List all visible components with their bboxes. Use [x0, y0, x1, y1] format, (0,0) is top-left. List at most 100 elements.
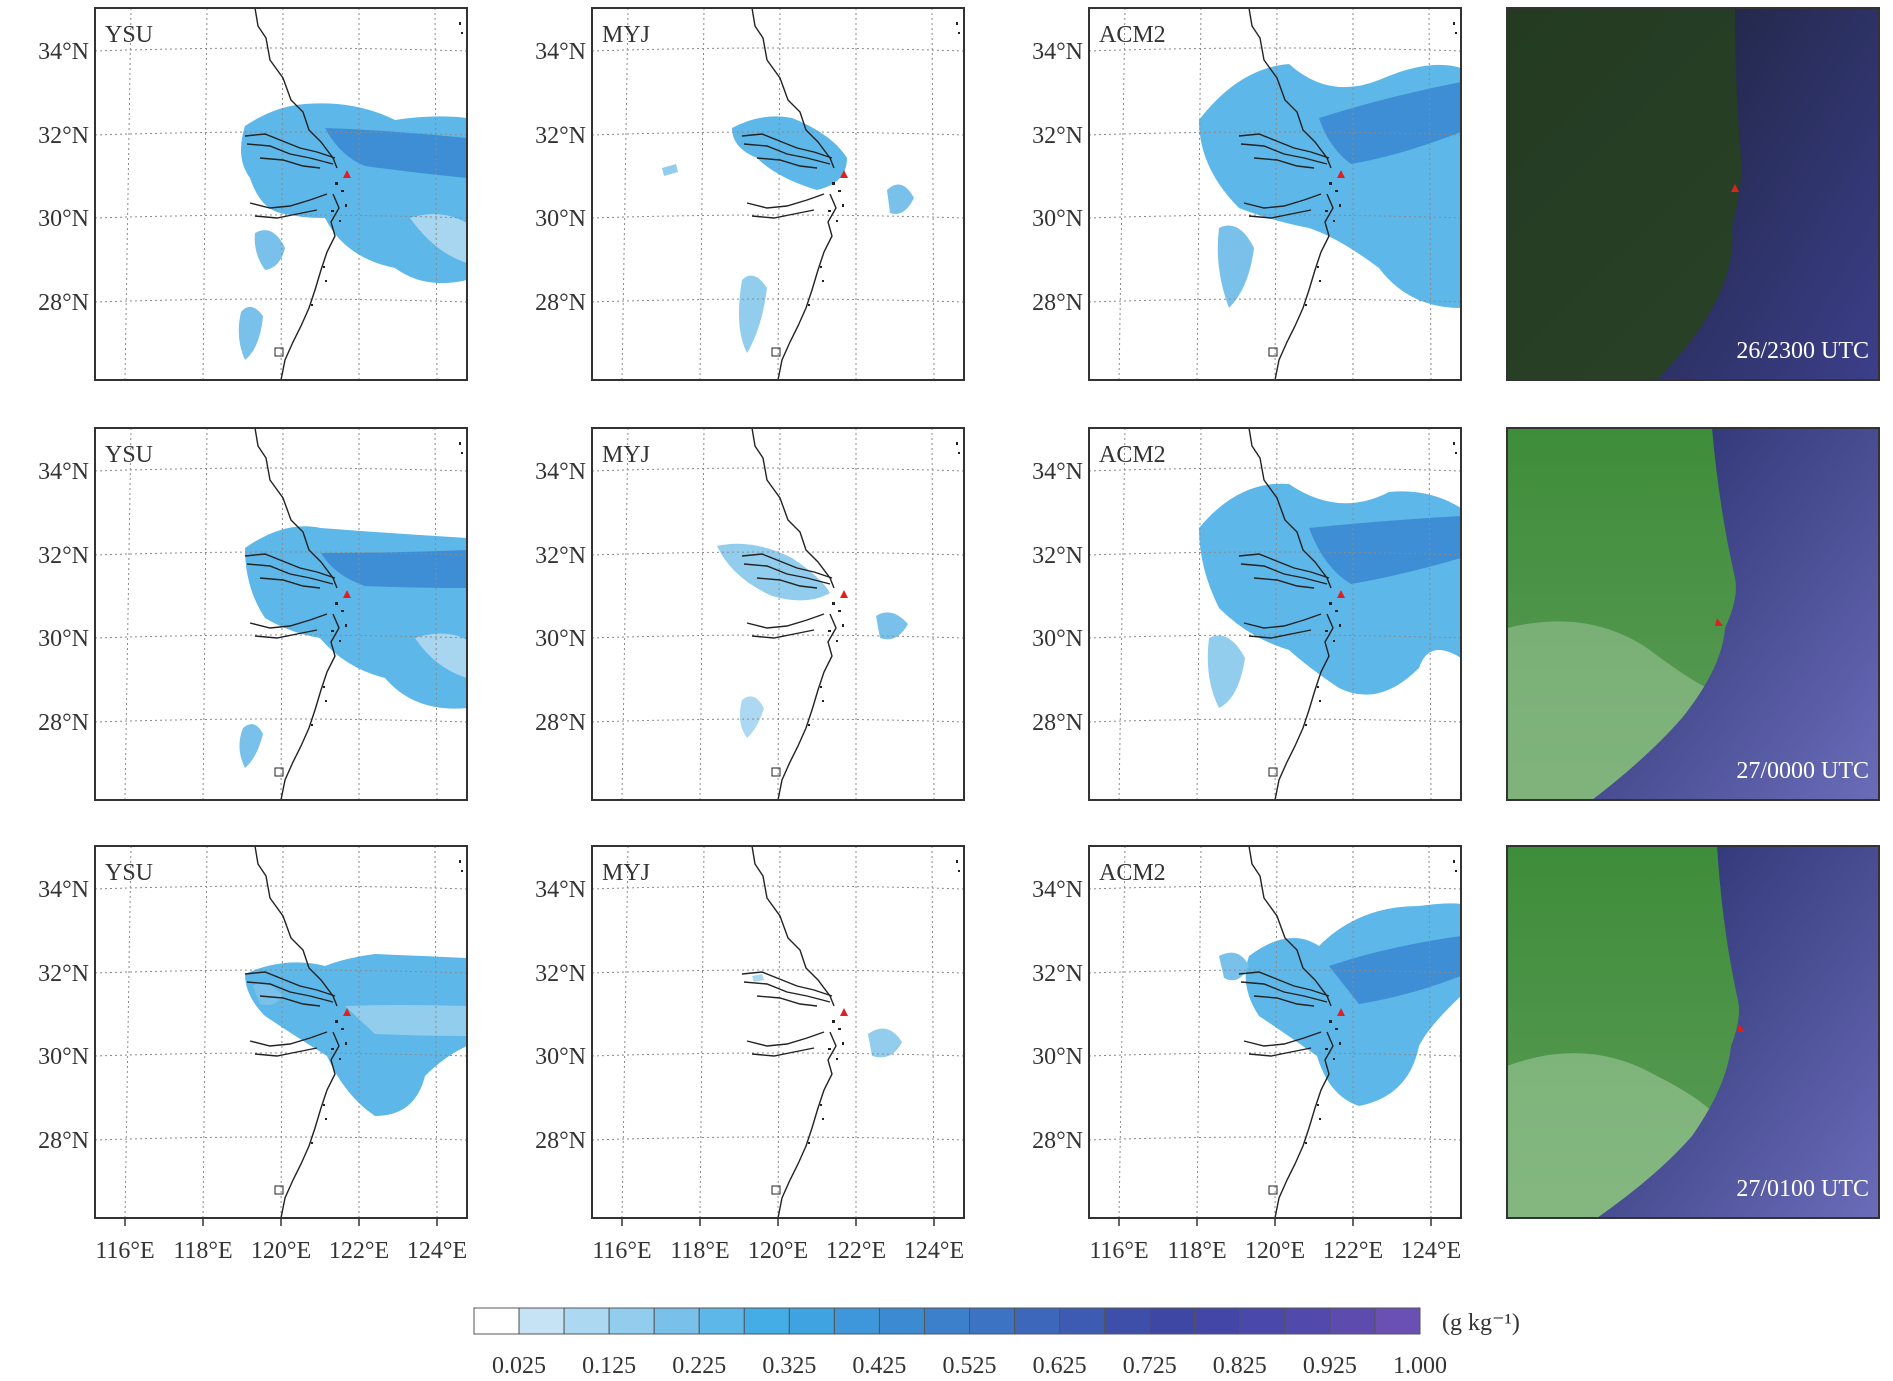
map-panel-myj-r1: MYJ	[591, 7, 965, 381]
station-marker	[840, 170, 848, 178]
colorbar-segment	[563, 1307, 610, 1335]
longitude-label: 120°E	[748, 1238, 808, 1264]
longitude-label: 120°E	[1245, 1238, 1305, 1264]
model-label: MYJ	[602, 442, 650, 468]
station-marker	[840, 1008, 848, 1016]
colorbar-segment	[1059, 1307, 1106, 1335]
station-marker	[1737, 1024, 1745, 1032]
time-label: 27/0000 UTC	[1736, 758, 1869, 784]
colorbar-segment	[608, 1307, 655, 1335]
colorbar-segment	[743, 1307, 790, 1335]
longitude-label: 118°E	[670, 1238, 729, 1264]
colorbar-segment	[653, 1307, 700, 1335]
latitude-label: 32°N	[535, 123, 586, 149]
colorbar-tick-label: 0.925	[1303, 1353, 1357, 1379]
colorbar-segment	[473, 1307, 520, 1335]
map-panel-myj-r3: MYJ	[591, 845, 965, 1219]
fog-field	[239, 526, 467, 768]
station-marker	[1337, 1008, 1345, 1016]
panel-frame	[1088, 427, 1462, 801]
model-label: YSU	[105, 22, 153, 48]
model-label: YSU	[105, 442, 153, 468]
colorbar-segment	[878, 1307, 925, 1335]
station-marker	[343, 590, 351, 598]
colorbar-segment	[1239, 1307, 1286, 1335]
colorbar-segment	[1014, 1307, 1061, 1335]
latitude-label: 28°N	[1032, 710, 1083, 736]
map-panel-ysu-r3: YSU	[94, 845, 468, 1219]
map-panel-ysu-r2: YSU	[94, 427, 468, 801]
map-panel-acm2-r3: ACM2	[1088, 845, 1462, 1219]
colorbar-tick-label: 0.625	[1033, 1353, 1087, 1379]
latitude-label: 34°N	[1032, 459, 1083, 485]
colorbar-segment	[1329, 1307, 1376, 1335]
panel-frame	[94, 427, 468, 801]
colorbar-unit: (g kg⁻¹)	[1442, 1310, 1520, 1336]
latitude-label: 28°N	[1032, 290, 1083, 316]
colorbar-segment	[518, 1307, 565, 1335]
fog-field	[1199, 483, 1461, 708]
station-marker	[343, 1008, 351, 1016]
panel-frame	[1506, 7, 1880, 381]
time-label: 27/0100 UTC	[1736, 1176, 1869, 1202]
longitude-label: 116°E	[1089, 1238, 1148, 1264]
latitude-labels: 34°N 32°N 30°N 28°N 34°N 32°N 30°N 28°N 34°N 32°N…	[38, 39, 1083, 1154]
station-marker	[1337, 170, 1345, 178]
model-label: YSU	[105, 860, 153, 886]
station-marker	[1731, 184, 1739, 192]
latitude-label: 32°N	[1032, 123, 1083, 149]
longitude-label: 124°E	[1401, 1238, 1461, 1264]
map-panel-acm2-r2: ACM2	[1088, 427, 1462, 801]
colorbar-tick-label: 0.525	[943, 1353, 997, 1379]
time-label: 26/2300 UTC	[1736, 338, 1869, 364]
panel-frame	[591, 427, 965, 801]
colorbar: 0.025 0.125 0.225 0.325 0.425 0.525 0.625 0.725…	[473, 1307, 1520, 1379]
latitude-label: 30°N	[1032, 206, 1083, 232]
fog-field	[752, 974, 902, 1058]
longitude-label: 118°E	[1167, 1238, 1226, 1264]
panel-frame	[591, 7, 965, 381]
latitude-label: 32°N	[38, 123, 89, 149]
colorbar-segment	[1374, 1307, 1421, 1335]
latitude-label: 32°N	[535, 961, 586, 987]
latitude-label: 32°N	[1032, 543, 1083, 569]
colorbar-tick-label: 0.825	[1213, 1353, 1267, 1379]
station-marker	[840, 590, 848, 598]
longitude-label: 118°E	[173, 1238, 232, 1264]
colorbar-segment	[923, 1307, 971, 1335]
longitude-label: 124°E	[904, 1238, 964, 1264]
latitude-label: 34°N	[1032, 39, 1083, 65]
latitude-label: 34°N	[535, 459, 586, 485]
latitude-label: 34°N	[38, 39, 89, 65]
colorbar-tick-label: 0.725	[1123, 1353, 1177, 1379]
latitude-label: 34°N	[535, 877, 586, 903]
latitude-label: 32°N	[1032, 961, 1083, 987]
longitude-label: 122°E	[329, 1238, 389, 1264]
satellite-panel-r2: 27/0000 UTC	[1506, 427, 1880, 801]
model-label: ACM2	[1099, 442, 1166, 468]
latitude-label: 32°N	[38, 543, 89, 569]
latitude-label: 28°N	[38, 290, 89, 316]
model-label: MYJ	[602, 860, 650, 886]
colorbar-tick-label: 0.125	[582, 1353, 636, 1379]
latitude-label: 28°N	[38, 710, 89, 736]
latitude-label: 30°N	[1032, 1044, 1083, 1070]
latitude-label: 30°N	[1032, 626, 1083, 652]
longitude-label: 116°E	[95, 1238, 154, 1264]
latitude-label: 32°N	[535, 543, 586, 569]
model-label: ACM2	[1099, 860, 1166, 886]
station-marker	[1715, 618, 1723, 626]
colorbar-tick-label: 0.025	[492, 1353, 546, 1379]
map-panel-acm2-r1: ACM2	[1088, 7, 1462, 381]
colorbar-tick-label: 0.225	[672, 1353, 726, 1379]
latitude-label: 30°N	[38, 626, 89, 652]
colorbar-segment	[833, 1307, 880, 1335]
colorbar-segment	[1104, 1307, 1151, 1335]
fog-field	[238, 103, 467, 360]
colorbar-segment	[788, 1307, 835, 1335]
latitude-label: 28°N	[535, 710, 586, 736]
panel-frame	[1506, 427, 1880, 801]
latitude-label: 30°N	[38, 206, 89, 232]
colorbar-tick-label: 1.000	[1393, 1353, 1447, 1379]
